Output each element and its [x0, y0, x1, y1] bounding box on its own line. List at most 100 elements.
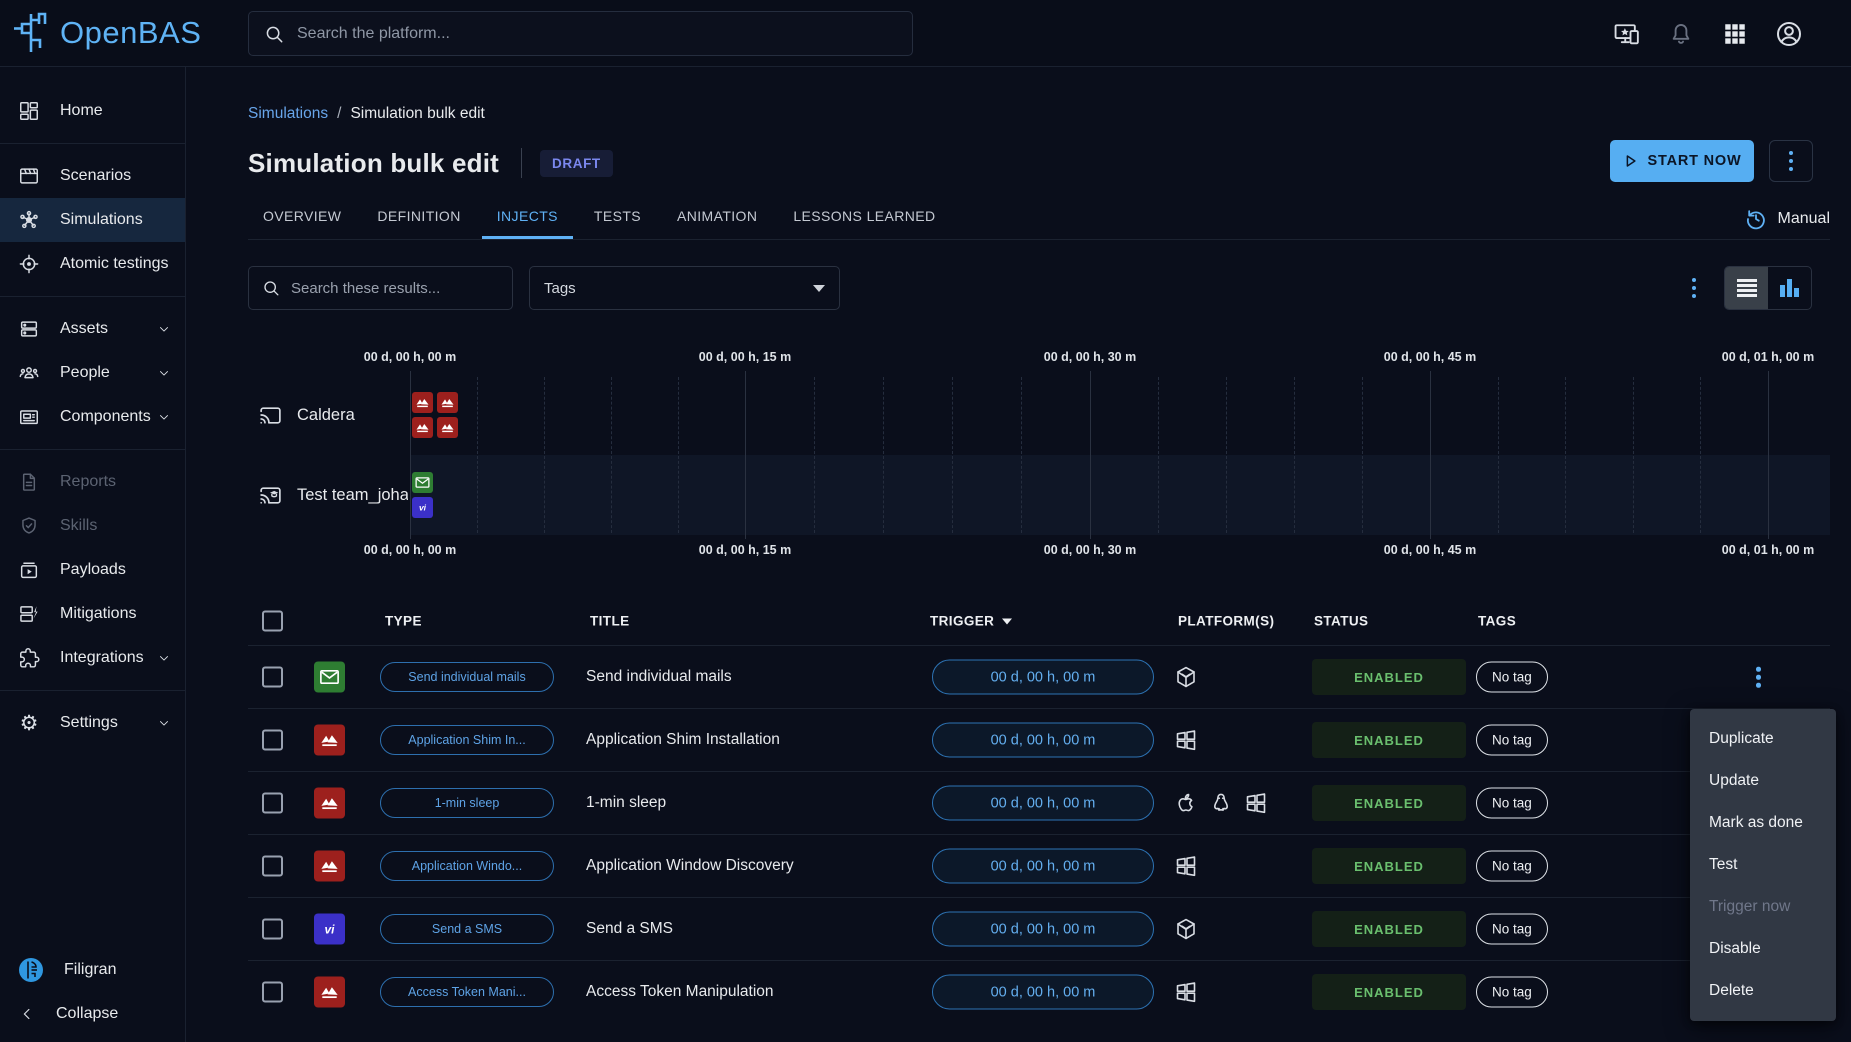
timeline-inject-cluster-team[interactable]: vi [412, 472, 433, 518]
tab-animation[interactable]: ANIMATION [677, 208, 758, 224]
platform-search-input[interactable] [297, 24, 898, 43]
col-header-platforms[interactable]: PLATFORM(S) [1178, 613, 1275, 629]
row-checkbox[interactable] [262, 666, 283, 688]
timeline-row-label: Caldera [297, 405, 355, 424]
filigran-label: Filigran [64, 961, 117, 978]
table-row[interactable]: Send individual mails Send individual ma… [248, 645, 1830, 708]
row-checkbox[interactable] [262, 729, 283, 751]
kebab-icon [1788, 150, 1794, 172]
col-header-type[interactable]: TYPE [385, 613, 422, 629]
table-row[interactable]: vi Send a SMS Send a SMS 00 d, 00 h, 00 … [248, 897, 1830, 960]
search-icon [263, 23, 285, 45]
sidebar-item-people[interactable]: People [0, 351, 185, 395]
account-icon[interactable] [1774, 19, 1804, 49]
sidebar-item-mitigations[interactable]: Mitigations [0, 592, 185, 636]
tag-chip[interactable]: No tag [1476, 787, 1548, 819]
tags-filter-label: Tags [544, 279, 576, 297]
menu-item-test[interactable]: Test [1709, 856, 1738, 873]
sidebar-item-assets[interactable]: Assets [0, 307, 185, 351]
breadcrumb-simulations-link[interactable]: Simulations [248, 105, 329, 122]
menu-item-mark-as-done[interactable]: Mark as done [1709, 814, 1803, 831]
row-checkbox[interactable] [262, 855, 283, 877]
status-badge: ENABLED [1312, 722, 1466, 758]
update-clock-icon[interactable] [1744, 207, 1768, 231]
filigran-brand[interactable]: Filigran [0, 948, 185, 992]
top-bar: OpenBAS [0, 0, 1851, 67]
svg-text:vi: vi [419, 503, 427, 513]
table-row[interactable]: Application Shim In... Application Shim … [248, 708, 1830, 771]
sidebar-item-simulations[interactable]: Simulations [0, 198, 185, 242]
list-view-button[interactable] [1725, 267, 1768, 309]
sidebar-item-label: Simulations [60, 211, 143, 228]
devices-icon[interactable] [1612, 19, 1642, 49]
tab-definition[interactable]: DEFINITION [377, 208, 461, 224]
email-icon [314, 661, 345, 693]
timeline-inject-cluster-caldera[interactable] [412, 392, 458, 438]
collapse-button[interactable]: Collapse [0, 992, 185, 1036]
col-header-trigger[interactable]: TRIGGER [930, 614, 1013, 629]
inject-type-chip[interactable]: 1-min sleep [380, 788, 554, 818]
col-header-status[interactable]: STATUS [1314, 613, 1369, 629]
platforms-cell [1174, 728, 1198, 752]
timeline-ticks-top: 00 d, 00 h, 00 m 00 d, 00 h, 15 m 00 d, … [248, 350, 1830, 368]
sidebar-item-home[interactable]: Home [0, 89, 185, 133]
internal-platform-icon [1174, 665, 1198, 689]
tag-chip[interactable]: No tag [1476, 724, 1548, 756]
payloads-icon [18, 559, 40, 581]
inject-type-chip[interactable]: Application Windo... [380, 851, 554, 881]
tag-chip[interactable]: No tag [1476, 976, 1548, 1008]
apps-grid-icon[interactable] [1720, 19, 1750, 49]
play-icon [1623, 153, 1638, 169]
tab-overview[interactable]: OVERVIEW [263, 208, 342, 224]
tag-chip[interactable]: No tag [1476, 661, 1548, 693]
table-row[interactable]: Access Token Mani... Access Token Manipu… [248, 960, 1830, 1023]
select-all-checkbox[interactable] [262, 610, 283, 632]
inject-type-chip[interactable]: Send individual mails [380, 662, 554, 692]
sidebar-item-scenarios[interactable]: Scenarios [0, 154, 185, 198]
status-badge: ENABLED [1312, 911, 1466, 947]
list-options-kebab-icon[interactable] [1691, 277, 1696, 299]
trigger-chip[interactable]: 00 d, 00 h, 00 m [932, 848, 1154, 884]
chart-view-button[interactable] [1768, 267, 1811, 309]
sidebar-item-atomic-testings[interactable]: Atomic testings [0, 242, 185, 286]
tags-filter-select[interactable]: Tags [529, 266, 840, 310]
row-checkbox[interactable] [262, 981, 283, 1003]
results-search-input[interactable] [291, 279, 500, 297]
sidebar-item-integrations[interactable]: Integrations [0, 636, 185, 680]
trigger-chip[interactable]: 00 d, 00 h, 00 m [932, 911, 1154, 947]
tag-chip[interactable]: No tag [1476, 850, 1548, 882]
sidebar-item-label: Home [60, 102, 103, 119]
table-row[interactable]: 1-min sleep 1-min sleep 00 d, 00 h, 00 m… [248, 771, 1830, 834]
tab-tests[interactable]: TESTS [593, 208, 642, 224]
row-checkbox[interactable] [262, 918, 283, 940]
notifications-icon[interactable] [1666, 19, 1696, 49]
tab-injects[interactable]: INJECTS [481, 196, 573, 239]
menu-item-duplicate[interactable]: Duplicate [1709, 730, 1774, 747]
menu-item-disable[interactable]: Disable [1709, 940, 1761, 957]
table-row[interactable]: Application Windo... Application Window … [248, 834, 1830, 897]
sidebar-item-payloads[interactable]: Payloads [0, 548, 185, 592]
simulation-more-button[interactable] [1769, 140, 1813, 182]
col-header-tags[interactable]: TAGS [1478, 613, 1517, 629]
inject-type-chip[interactable]: Application Shim In... [380, 725, 554, 755]
trigger-chip[interactable]: 00 d, 00 h, 00 m [932, 974, 1154, 1010]
col-header-title[interactable]: TITLE [590, 613, 630, 629]
inject-type-chip[interactable]: Send a SMS [380, 914, 554, 944]
tab-lessons-learned[interactable]: LESSONS LEARNED [793, 208, 936, 224]
timeline-gridline [745, 371, 746, 539]
row-checkbox[interactable] [262, 792, 283, 814]
caldera-icon [314, 724, 345, 756]
trigger-chip[interactable]: 00 d, 00 h, 00 m [932, 722, 1154, 758]
sidebar-item-settings[interactable]: ⚙ Settings [0, 701, 185, 745]
start-now-button[interactable]: START NOW [1610, 140, 1754, 182]
tag-chip[interactable]: No tag [1476, 913, 1548, 945]
row-menu-kebab-icon[interactable] [1752, 663, 1765, 692]
openbas-logo[interactable]: OpenBAS [10, 10, 201, 56]
menu-item-delete[interactable]: Delete [1709, 982, 1754, 999]
trigger-chip[interactable]: 00 d, 00 h, 00 m [932, 785, 1154, 821]
sidebar-item-components[interactable]: Components [0, 395, 185, 439]
menu-item-update[interactable]: Update [1709, 772, 1759, 789]
inject-type-chip[interactable]: Access Token Mani... [380, 977, 554, 1007]
trigger-chip[interactable]: 00 d, 00 h, 00 m [932, 659, 1154, 695]
windows-platform-icon [1174, 728, 1198, 752]
